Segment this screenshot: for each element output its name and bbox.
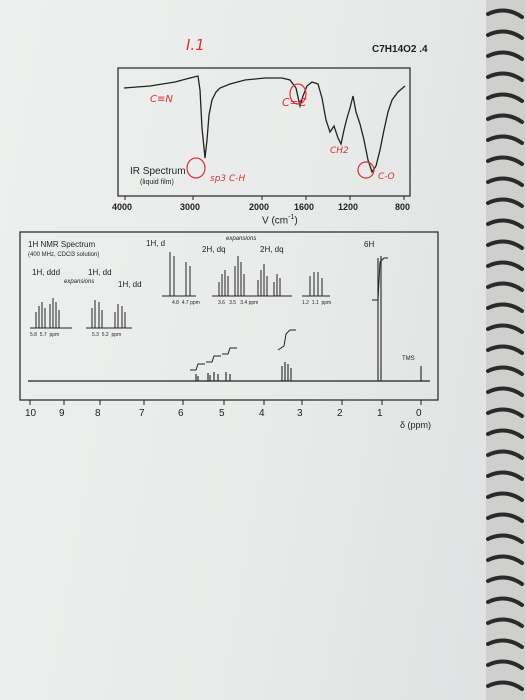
- nmr-axis-tick-label: 1: [377, 408, 383, 419]
- ir-axis-text: V (cm: [262, 215, 289, 227]
- spiral-coil: [486, 239, 524, 250]
- nmr-label-dq-2: 2H, dq: [260, 245, 284, 254]
- molecular-formula: C7H14O2 .4: [372, 44, 428, 55]
- ir-spectrum-frame: [117, 67, 411, 197]
- sp3-ch-annotation: sp3 C-H: [210, 174, 246, 184]
- nmr-axis-tick-label: 3: [297, 408, 303, 419]
- spiral-coil: [486, 302, 524, 313]
- nmr-title: 1H NMR Spectrum: [28, 240, 96, 249]
- spiral-coil: [486, 491, 524, 502]
- spiral-coil: [486, 50, 524, 61]
- spiral-coil: [486, 365, 524, 376]
- notebook-page: [0, 0, 488, 700]
- nitrile-annotation: C≡N: [150, 94, 173, 105]
- nmr-axis-tick-label: 6: [178, 408, 184, 419]
- spiral-coil: [486, 71, 524, 82]
- nmr-inset-ddd: [30, 298, 72, 329]
- spiral-coil: [486, 596, 524, 607]
- spiral-coil: [486, 617, 524, 628]
- spiral-coil: [486, 281, 524, 292]
- spiral-coil: [486, 344, 524, 355]
- nmr-axis-tick-label: 7: [139, 408, 145, 419]
- spiral-coil: [486, 176, 524, 187]
- spiral-coil: [486, 512, 524, 523]
- nmr-label-dd-1: 1H, dd: [88, 268, 112, 277]
- inset-b-ticks: 5.3 5.2 ppm: [92, 332, 122, 338]
- ir-axis-close: ): [294, 215, 298, 227]
- ir-tick-1200: 1200: [338, 202, 359, 212]
- nmr-inset-dq: [212, 256, 292, 297]
- spiral-coil: [486, 323, 524, 334]
- nmr-integration-curves: [190, 257, 388, 371]
- ir-tick-4000: 4000: [112, 202, 133, 212]
- spiral-binding: [486, 0, 525, 700]
- spiral-coil: [486, 113, 524, 124]
- spiral-coil: [486, 533, 524, 544]
- nmr-axis-tick-label: 9: [59, 408, 65, 419]
- spiral-coil: [486, 218, 524, 229]
- ir-subtitle: (liquid film): [140, 179, 174, 186]
- ir-axis-label: V (cm-1): [262, 214, 298, 226]
- nmr-axis-tick-label: 8: [95, 408, 101, 419]
- ir-axis-exponent: -1: [288, 214, 295, 221]
- nmr-inset-d: [162, 252, 196, 297]
- nmr-label-dd-2: 1H, dd: [118, 280, 142, 289]
- spiral-coil: [486, 134, 524, 145]
- nmr-spectrum-frame: [19, 231, 439, 401]
- inset-a-ticks: 5.8 5.7 ppm: [30, 332, 60, 338]
- spiral-coil: [486, 155, 524, 166]
- inset-d-ticks: 3.6 3.5 3.4 ppm: [218, 300, 259, 306]
- nmr-label-tms: TMS: [402, 356, 415, 362]
- spiral-coil: [486, 197, 524, 208]
- nmr-axis-label: δ (ppm): [400, 420, 432, 430]
- nmr-label-ddd: 1H, ddd: [32, 268, 61, 277]
- nmr-expansions-label-left: expansions: [64, 279, 95, 285]
- spiral-coil: [486, 554, 524, 565]
- ir-spectrum-trace: [123, 75, 406, 174]
- spiral-coil: [486, 470, 524, 481]
- ir-tick-800: 800: [395, 202, 411, 212]
- spiral-coil: [486, 260, 524, 271]
- spiral-coil: [486, 8, 524, 19]
- spiral-coil: [486, 638, 524, 649]
- red-circles: [186, 83, 375, 179]
- co-annotation: C-O: [378, 172, 395, 182]
- nmr-axis-tick-label: 4: [259, 408, 265, 419]
- problem-number: I.1: [186, 36, 205, 54]
- inset-c-ticks: 4.8 4.7 ppm: [172, 300, 200, 306]
- spiral-coil: [486, 428, 524, 439]
- spectra-figure: [19, 67, 439, 405]
- nmr-inset-dd: [86, 300, 132, 329]
- nmr-main-peaks: [195, 256, 422, 381]
- nmr-axis-tick-label: 5: [219, 408, 225, 419]
- inset-e-ticks: 1.2 1.1 ppm: [302, 300, 332, 306]
- nmr-axis-tick-label: 0: [416, 408, 422, 419]
- ir-tick-1600: 1600: [294, 202, 315, 212]
- nmr-axis-tick-label: 10: [25, 408, 37, 419]
- spiral-coil: [486, 449, 524, 460]
- ir-tick-2000: 2000: [249, 202, 270, 212]
- spiral-coil: [486, 386, 524, 397]
- spiral-coil: [486, 407, 524, 418]
- spiral-coil: [486, 92, 524, 103]
- nmr-axis-tick-label: 2: [337, 408, 343, 419]
- nmr-axis-ticks: [29, 400, 422, 405]
- nmr-expansions-label-right: expansions: [226, 236, 257, 242]
- ir-tick-marks: [124, 196, 405, 200]
- nmr-label-dq-1: 2H, dq: [202, 245, 226, 254]
- nmr-label-6h: 6H: [364, 240, 375, 249]
- spiral-coil: [486, 680, 524, 691]
- nmr-inset-6h: [302, 272, 330, 297]
- spiral-coil: [486, 29, 524, 40]
- ch2-annotation: CH2: [330, 146, 349, 156]
- nmr-label-d: 1H, d: [146, 239, 166, 248]
- nmr-subtitle: (400 MHz, CDCl3 solution): [28, 252, 100, 258]
- spiral-coil: [486, 575, 524, 586]
- spiral-coil: [486, 659, 524, 670]
- ir-tick-3000: 3000: [180, 202, 201, 212]
- ir-title: IR Spectrum: [130, 166, 186, 177]
